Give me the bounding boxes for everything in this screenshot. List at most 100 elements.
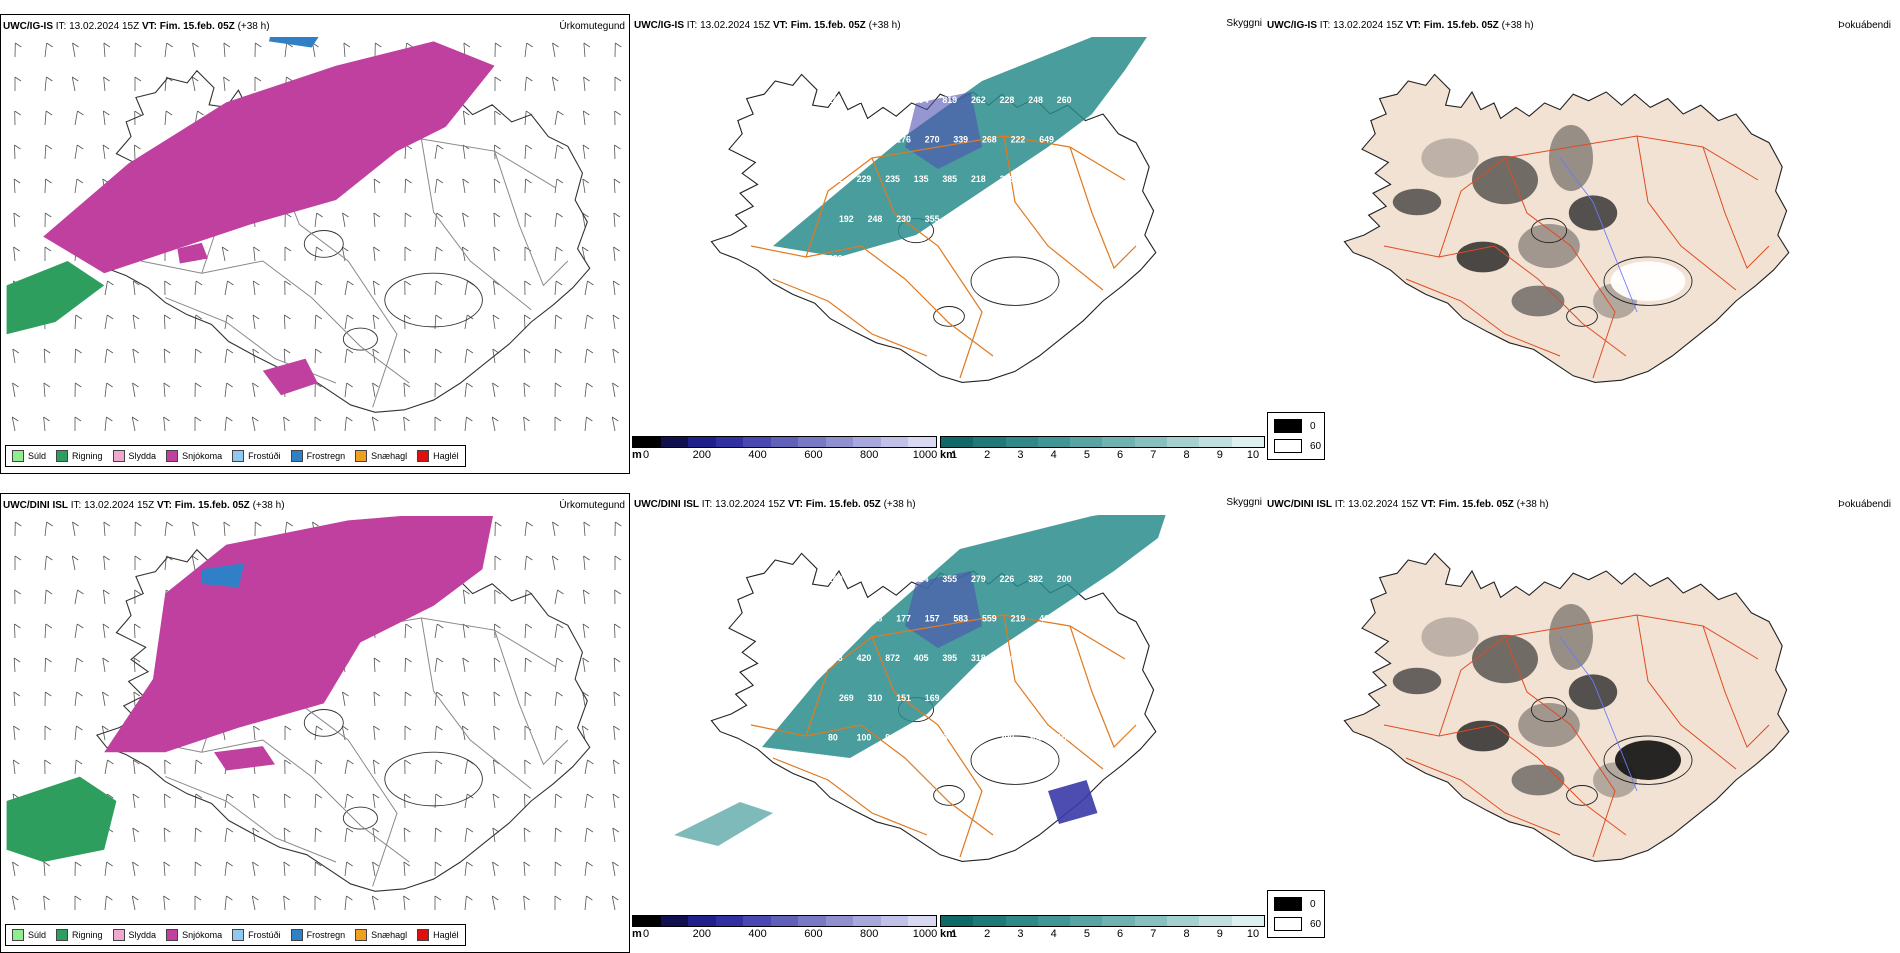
legend-item: Frostúði (232, 929, 281, 941)
legend-swatch (12, 450, 24, 462)
visibility-value: 118 (1039, 693, 1053, 703)
colorbar-cell (1167, 437, 1199, 447)
precip-type-panel-top: UWC/IG-IS IT: 13.02.2024 15Z VT: Fim. 15… (0, 14, 630, 474)
legend-item: Súld (12, 929, 46, 941)
colorbar-cell (771, 437, 799, 447)
it-value: 13.02.2024 15Z (69, 21, 139, 32)
panel-title: Þokuábendi (1838, 498, 1891, 512)
visibility-value: 158 (1057, 732, 1072, 742)
panel-title: Úrkomutegund (559, 20, 625, 34)
colorbar-cell (1070, 437, 1102, 447)
lead-time: (+38 h) (1517, 499, 1549, 510)
visibility-value: 333 (868, 135, 883, 145)
field-region (269, 37, 324, 48)
visibility-value: 649 (1039, 135, 1054, 145)
ceiling-unit: m (632, 928, 642, 940)
visibility-value: 235 (885, 174, 900, 184)
fog-legend-label: 0 (1310, 421, 1316, 432)
colorbar-tick: 600 (804, 449, 822, 461)
visibility-value: 239 (828, 253, 843, 263)
visibility-value: 262 (828, 174, 843, 184)
visibility-value: 320 (982, 693, 997, 703)
colorbar-cell (1006, 916, 1038, 926)
visibility-value: 324 (914, 574, 929, 584)
visibility-value: 177 (896, 614, 911, 624)
colorbar-tick: 800 (860, 449, 878, 461)
visibility-value: 209 (828, 574, 843, 584)
colorbar-cell (743, 916, 771, 926)
visibility-value: 228 (1000, 95, 1015, 105)
visibility-value: 203 (1011, 693, 1026, 703)
visibility-value: 318 (971, 653, 986, 663)
visibility-value: 80 (828, 732, 838, 742)
visibility-value: 100 (857, 732, 872, 742)
legend-item: Snjókoma (166, 450, 222, 462)
it-value: 13.02.2024 15Z (1333, 20, 1403, 31)
visibility-value: 355 (942, 574, 957, 584)
legend-label: Snjókoma (182, 930, 222, 940)
visibility-value: 248 (1028, 95, 1043, 105)
colorbar-cell (1232, 437, 1264, 447)
visibility-value: 327 (1028, 174, 1043, 184)
legend-item: Snæhagl (355, 450, 407, 462)
legend-label: Snæhagl (371, 451, 407, 461)
vt-label: VT: (773, 20, 788, 31)
visibility-value: 200 (1057, 574, 1072, 584)
visibility-value: 58 (982, 214, 992, 224)
visibility-value: 186 (971, 732, 986, 742)
colorbar-tick: 3 (1017, 928, 1023, 940)
visibility-panel-top: UWC/IG-IS IT: 13.02.2024 15Z VT: Fim. 15… (632, 14, 1262, 474)
it-label: IT: (702, 499, 713, 510)
colorbar-tick: 1 (951, 449, 957, 461)
vt-value: Fim. 15.feb. 05Z (160, 21, 235, 32)
it-value: 13.02.2024 15Z (715, 499, 785, 510)
colorbar-tick: 5 (1084, 449, 1090, 461)
colorbar-cell (661, 916, 689, 926)
visibility-value: 157 (925, 614, 940, 624)
legend-item: Snjókoma (166, 929, 222, 941)
visibility-value: 279 (971, 574, 986, 584)
road-line (141, 740, 409, 862)
colorbar-tick: 5 (1084, 928, 1090, 940)
colorbar-cell (1102, 916, 1134, 926)
model-name: UWC/DINI ISL (634, 499, 699, 510)
colorbar-cell (661, 437, 689, 447)
model-name: UWC/IG-IS (1267, 20, 1317, 31)
colorbar-tick: 400 (748, 449, 766, 461)
fog-map (1265, 36, 1895, 436)
legend-swatch (417, 450, 429, 462)
fog-legend-label: 0 (1310, 899, 1316, 910)
legend-swatch (56, 450, 68, 462)
legend-label: Frostregn (307, 451, 346, 461)
legend-label: Rigning (72, 930, 103, 940)
visibility-value: 583 (953, 614, 968, 624)
legend-label: Slydda (129, 451, 157, 461)
road-line (495, 151, 568, 285)
vt-value: Fim. 15.feb. 05Z (175, 500, 250, 511)
colorbar-cell (973, 437, 1005, 447)
fog-legend-label: 60 (1310, 441, 1321, 452)
visibility-value: 151 (896, 693, 911, 703)
visibility-value: 269 (839, 693, 854, 703)
legend-item: Slydda (113, 450, 157, 462)
road-line (165, 777, 336, 862)
colorbar-cell (908, 916, 936, 926)
colorbar-cell (941, 916, 973, 926)
colorbar-cell (881, 916, 909, 926)
legend-swatch (166, 450, 178, 462)
visibility-value: 218 (971, 174, 986, 184)
visibility-value: 385 (942, 174, 957, 184)
colorbar-tick: 800 (860, 928, 878, 940)
visibility-value: 135 (914, 174, 929, 184)
visibility-value: 219 (1011, 614, 1026, 624)
colorbar-tick: 9 (1217, 928, 1223, 940)
model-name: UWC/DINI ISL (3, 500, 68, 511)
field-region (43, 41, 494, 273)
legend-swatch (56, 929, 68, 941)
legend-swatch (232, 450, 244, 462)
colorbar-tick: 2 (984, 449, 990, 461)
legend-swatch (291, 929, 303, 941)
vt-value: Fim. 15.feb. 05Z (806, 499, 881, 510)
